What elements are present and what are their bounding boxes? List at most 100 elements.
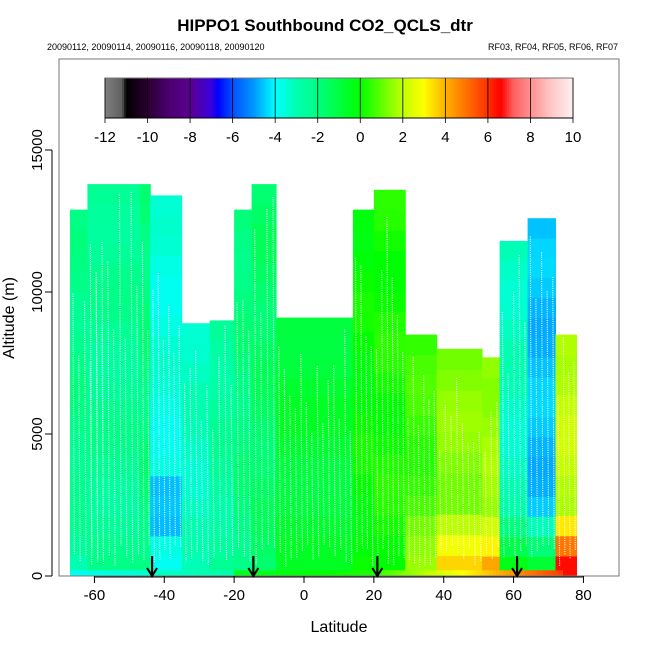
field-cell: [436, 493, 483, 515]
field-cell: [352, 535, 375, 557]
flight-track: [189, 368, 193, 559]
colorbar-swatch: [487, 78, 491, 118]
colorbar-swatch: [300, 78, 304, 118]
colorbar-swatch: [424, 78, 427, 118]
field-cell: [87, 242, 141, 263]
field-cell: [555, 475, 577, 496]
y-tick-label: 5000: [29, 417, 46, 450]
flight-arrows: [146, 556, 523, 578]
field-cell: [373, 311, 406, 333]
flight-track: [141, 241, 145, 562]
field-cell: [555, 415, 577, 436]
colorbar-swatch: [321, 78, 325, 118]
field-cell: [234, 311, 253, 333]
field-cell: [555, 374, 577, 396]
field-cell: [171, 570, 176, 576]
colorbar-swatch: [421, 78, 425, 118]
flight-track: [78, 355, 81, 562]
field-cell: [405, 415, 438, 436]
colorbar-swatch: [504, 78, 508, 118]
field-cell: [370, 570, 375, 576]
colorbar-swatch: [302, 78, 306, 118]
colorbar-tick-label: -8: [183, 129, 196, 146]
field-cell: [234, 535, 253, 557]
field-cell: [499, 536, 528, 557]
flight-arrow: [511, 556, 523, 578]
field-cell: [373, 291, 406, 313]
colorbar-swatch: [122, 78, 125, 118]
field-cell: [139, 399, 151, 420]
field-cell: [97, 570, 102, 576]
colorbar-swatch: [209, 78, 212, 118]
colorbar-swatch: [177, 78, 181, 118]
field-cell: [139, 203, 151, 224]
colorbar-swatch: [147, 78, 151, 118]
field-cell: [527, 238, 556, 259]
field-cell: [139, 340, 151, 361]
field-cell: [146, 570, 151, 576]
field-cell: [290, 570, 294, 576]
field-cell: [405, 394, 438, 416]
colorbar-tick-label: 0: [356, 129, 364, 146]
field-cell: [209, 359, 235, 380]
field-cell: [209, 438, 235, 459]
field-cell: [352, 413, 375, 435]
colorbar-swatch: [311, 78, 315, 118]
colorbar-swatch: [366, 78, 370, 118]
field-cell: [380, 570, 385, 576]
field-cell: [401, 570, 406, 576]
flight-track: [396, 314, 400, 557]
colorbar-swatch: [541, 78, 544, 118]
colorbar-swatch: [290, 78, 293, 118]
field-cell: [251, 203, 277, 224]
colorbar-swatch: [113, 78, 117, 118]
x-tick-label: 60: [505, 587, 522, 604]
field-cell: [436, 472, 483, 494]
field-cell: [122, 570, 127, 576]
field-cell: [293, 570, 298, 576]
field-cell: [499, 516, 528, 538]
field-cell: [541, 570, 546, 576]
colorbar-swatch: [492, 78, 495, 118]
colorbar-swatch: [498, 78, 502, 118]
x-tick-label: -40: [153, 587, 175, 604]
field-cell: [150, 535, 183, 557]
field-cell: [87, 203, 141, 224]
flight-track: [83, 301, 87, 557]
colorbar-swatch: [530, 78, 534, 118]
field-cell: [276, 436, 354, 458]
field-cell: [181, 381, 211, 402]
field-cell: [436, 348, 483, 370]
colorbar-swatch: [362, 78, 366, 118]
field-cell: [276, 377, 354, 398]
field-cell: [150, 375, 183, 397]
field-cell: [436, 431, 483, 453]
field-cell: [471, 570, 476, 576]
colorbar-swatch: [419, 78, 423, 118]
field-cell: [150, 275, 183, 297]
flight-track: [72, 293, 75, 555]
field-cell: [419, 570, 424, 576]
colorbar-swatch: [526, 78, 529, 118]
field-cell: [373, 352, 406, 374]
colorbar-swatch: [411, 78, 415, 118]
colorbar-swatch: [521, 78, 525, 118]
field-cell: [349, 570, 354, 576]
flight-track: [95, 277, 99, 559]
field-cell: [373, 474, 406, 496]
flight-track: [375, 349, 379, 568]
colorbar-tick-label: -2: [311, 129, 324, 146]
colorbar-swatch: [502, 78, 506, 118]
flight-track: [562, 337, 566, 555]
colorbar-swatch: [194, 78, 198, 118]
field-cell: [286, 570, 291, 576]
field-cell: [139, 419, 151, 440]
flight-track: [535, 299, 538, 552]
colorbar-swatch: [226, 78, 229, 118]
colorbar-swatch: [407, 78, 410, 118]
colorbar-swatch: [283, 78, 287, 118]
flight-track: [386, 216, 390, 565]
field-cell: [251, 340, 277, 361]
field-cell: [531, 570, 535, 576]
field-cell: [216, 570, 221, 576]
